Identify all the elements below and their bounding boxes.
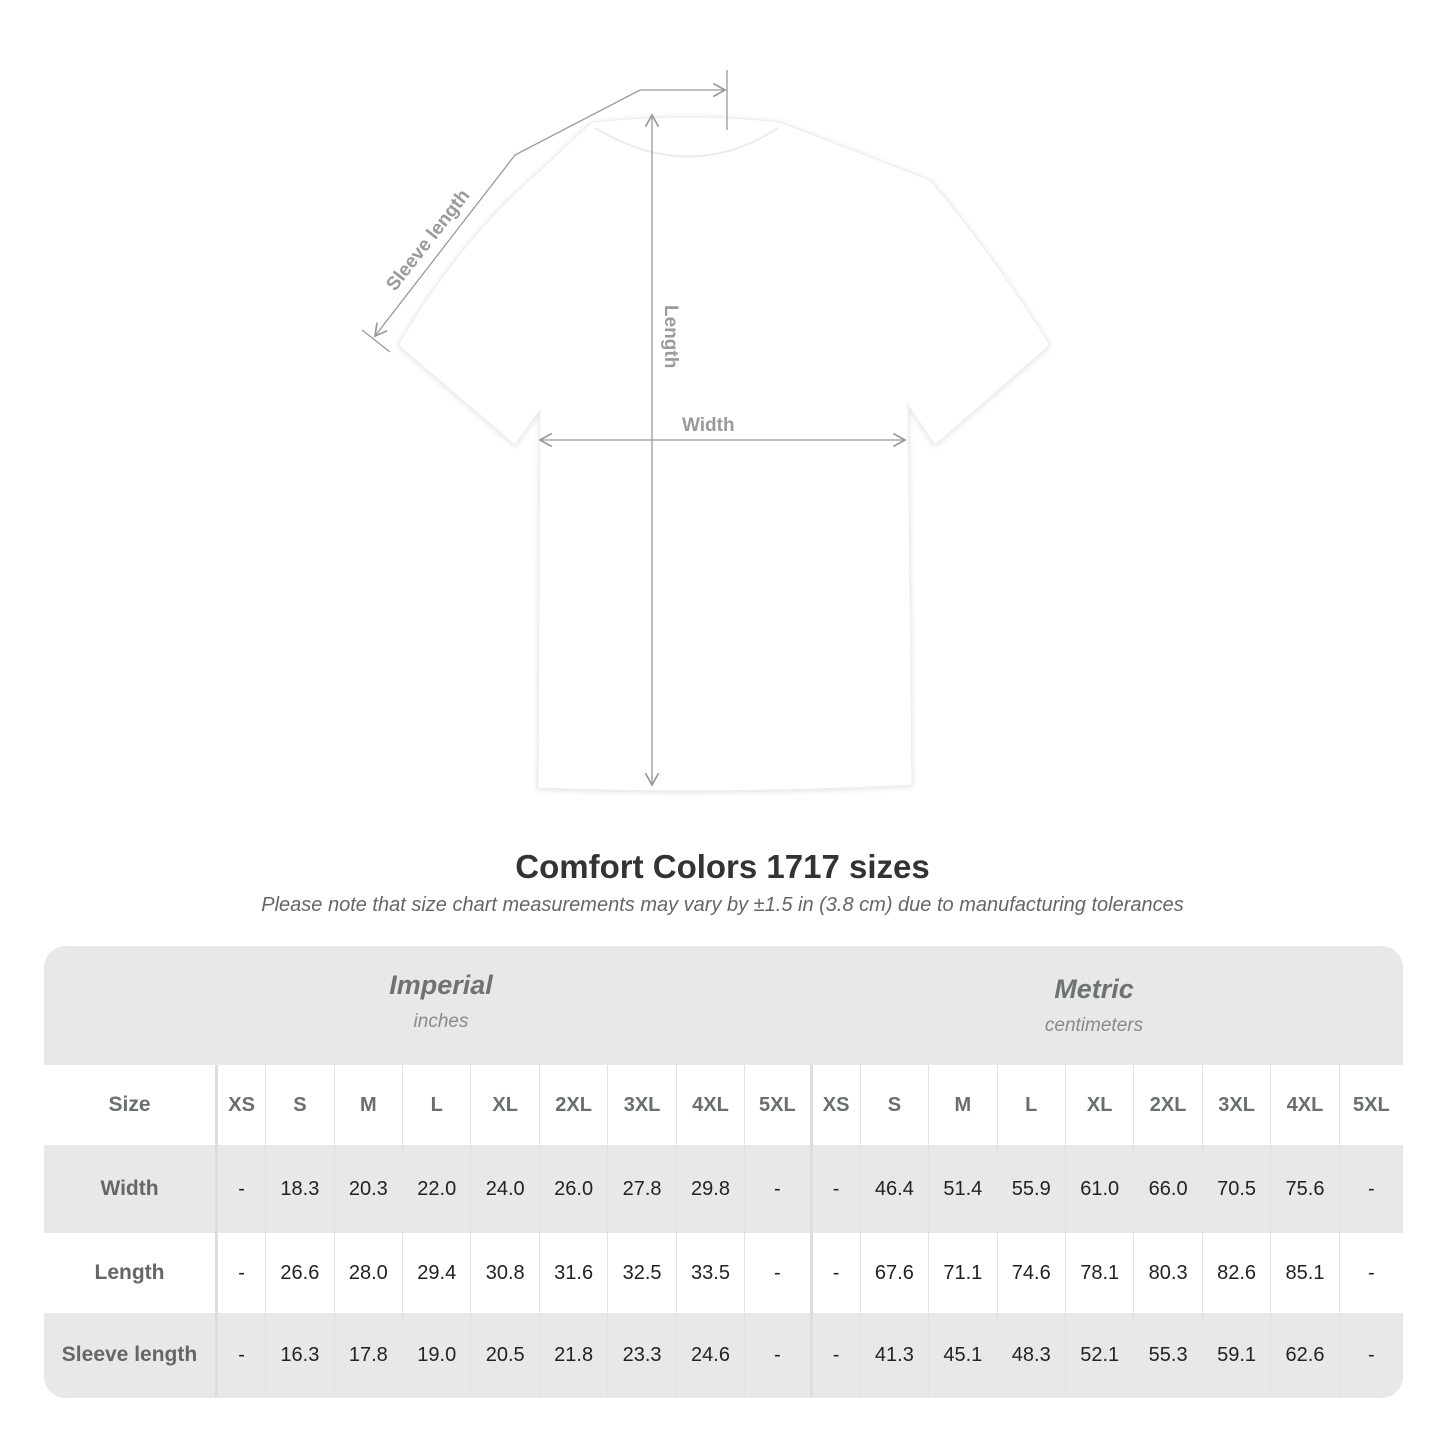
imperial-size-3xl: 3XL (607, 1065, 677, 1145)
row-label: Sleeve length (44, 1313, 218, 1397)
imperial-size-l: L (402, 1065, 471, 1145)
table-row: Length -26.6 28.0 29.4 30.8 31.6 32.5 33.5- -67.… (44, 1233, 1403, 1313)
imperial-size-s: S (265, 1065, 335, 1145)
metric-cell: 70.5 (1201, 1145, 1271, 1233)
metric-size-xs: XS (809, 1065, 861, 1145)
metric-size-5xl: 5XL (1338, 1065, 1403, 1145)
metric-size-xl: XL (1064, 1065, 1134, 1145)
metric-size-2xl: 2XL (1133, 1065, 1203, 1145)
imperial-cell: 27.8 (607, 1145, 677, 1233)
metric-cell: 82.6 (1201, 1233, 1271, 1313)
metric-size-3xl: 3XL (1201, 1065, 1271, 1145)
imperial-cell: 22.0 (402, 1145, 471, 1233)
metric-cell: 67.6 (859, 1233, 929, 1313)
chart-title: Comfort Colors 1717 sizes (515, 848, 930, 885)
imperial-size-xl: XL (470, 1065, 540, 1145)
metric-cell: 62.6 (1270, 1313, 1340, 1397)
imperial-cell: 29.8 (675, 1145, 745, 1233)
imperial-title: Imperial (389, 970, 493, 1000)
metric-cell: - (1338, 1145, 1403, 1233)
size-grid: Size XS S M L XL 2XL 3XL 4XL 5XL XS S M L XL 2XL 3XL 4XL 5… (44, 1065, 1403, 1397)
imperial-cell: 31.6 (538, 1233, 608, 1313)
width-label: Width (682, 415, 735, 436)
metric-cell: - (809, 1145, 861, 1233)
metric-cell: - (1338, 1233, 1403, 1313)
imperial-cell: 28.0 (333, 1233, 403, 1313)
metric-cell: 55.3 (1133, 1313, 1203, 1397)
metric-unit: centimeters (1044, 1015, 1144, 1036)
imperial-cell: 20.5 (470, 1313, 540, 1397)
imperial-size-m: M (333, 1065, 403, 1145)
size-header-row: Size XS S M L XL 2XL 3XL 4XL 5XL XS S M L XL 2XL 3XL 4XL 5… (44, 1065, 1403, 1145)
metric-size-m: M (928, 1065, 998, 1145)
sleeve-measure-line (361, 70, 728, 353)
length-label: Length (660, 305, 681, 368)
imperial-cell: 32.5 (607, 1233, 677, 1313)
tshirt-shape (397, 116, 1051, 792)
imperial-cell: - (215, 1233, 266, 1313)
metric-cell: 52.1 (1064, 1313, 1134, 1397)
metric-cell: 75.6 (1270, 1145, 1340, 1233)
metric-cell: 46.4 (859, 1145, 929, 1233)
table-row: Width -18.3 20.3 22.0 24.0 26.0 27.8 29.8- -46.4… (44, 1145, 1403, 1233)
metric-cell: 80.3 (1133, 1233, 1203, 1313)
metric-cell: 45.1 (928, 1313, 998, 1397)
imperial-cell: - (744, 1233, 812, 1313)
imperial-cell: 21.8 (538, 1313, 608, 1397)
tshirt-diagram: Sleeve length Length Width (361, 70, 1051, 792)
metric-cell: 85.1 (1270, 1233, 1340, 1313)
imperial-cell: 26.6 (265, 1233, 335, 1313)
metric-cell: 71.1 (928, 1233, 998, 1313)
imperial-cell: 19.0 (402, 1313, 471, 1397)
imperial-cell: - (215, 1313, 266, 1397)
metric-cell: - (1338, 1313, 1403, 1397)
imperial-size-xs: XS (215, 1065, 266, 1145)
imperial-cell: 26.0 (538, 1145, 608, 1233)
metric-cell: 61.0 (1064, 1145, 1134, 1233)
metric-cell: - (809, 1233, 861, 1313)
metric-cell: - (809, 1313, 861, 1397)
imperial-cell: - (215, 1145, 266, 1233)
metric-cell: 59.1 (1201, 1313, 1271, 1397)
metric-cell: 48.3 (996, 1313, 1066, 1397)
metric-size-s: S (859, 1065, 929, 1145)
imperial-unit: inches (413, 1011, 469, 1032)
imperial-cell: - (744, 1145, 812, 1233)
metric-cell: 66.0 (1133, 1145, 1203, 1233)
metric-cell: 55.9 (996, 1145, 1066, 1233)
metric-title: Metric (1054, 974, 1134, 1004)
imperial-cell: - (744, 1313, 812, 1397)
imperial-size-4xl: 4XL (675, 1065, 745, 1145)
metric-group-header: Metric centimeters (869, 946, 1319, 1091)
imperial-cell: 24.0 (470, 1145, 540, 1233)
metric-cell: 41.3 (859, 1313, 929, 1397)
imperial-cell: 16.3 (265, 1313, 335, 1397)
size-table: Imperial inches Metric centimeters Size X… (44, 946, 1403, 1398)
imperial-size-5xl: 5XL (744, 1065, 812, 1145)
row-label: Width (44, 1145, 218, 1233)
imperial-cell: 24.6 (675, 1313, 745, 1397)
imperial-cell: 30.8 (470, 1233, 540, 1313)
chart-subtitle: Please note that size chart measurements… (261, 894, 1184, 916)
imperial-cell: 23.3 (607, 1313, 677, 1397)
imperial-group-header: Imperial inches (216, 946, 666, 1087)
imperial-size-2xl: 2XL (538, 1065, 608, 1145)
metric-cell: 74.6 (996, 1233, 1066, 1313)
row-label: Length (44, 1233, 218, 1313)
metric-size-4xl: 4XL (1270, 1065, 1340, 1145)
metric-cell: 78.1 (1064, 1233, 1134, 1313)
imperial-cell: 17.8 (333, 1313, 403, 1397)
size-header-label: Size (44, 1065, 218, 1145)
imperial-cell: 29.4 (402, 1233, 471, 1313)
metric-cell: 51.4 (928, 1145, 998, 1233)
table-row: Sleeve length -16.3 17.8 19.0 20.5 21.8 23.3 24… (44, 1313, 1403, 1397)
imperial-cell: 33.5 (675, 1233, 745, 1313)
imperial-cell: 20.3 (333, 1145, 403, 1233)
metric-size-l: L (996, 1065, 1066, 1145)
imperial-cell: 18.3 (265, 1145, 335, 1233)
